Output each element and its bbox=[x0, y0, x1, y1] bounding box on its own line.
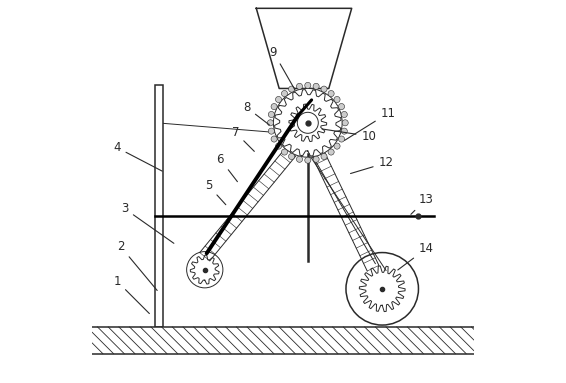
Circle shape bbox=[328, 149, 334, 155]
Circle shape bbox=[334, 97, 340, 103]
Circle shape bbox=[281, 90, 288, 97]
Bar bbox=[138, 327, 165, 348]
Text: 4: 4 bbox=[113, 141, 162, 171]
Text: 5: 5 bbox=[205, 179, 226, 205]
Circle shape bbox=[313, 156, 319, 162]
Circle shape bbox=[313, 83, 319, 89]
Circle shape bbox=[268, 111, 275, 118]
Circle shape bbox=[342, 120, 348, 126]
Circle shape bbox=[338, 103, 345, 110]
Text: 7: 7 bbox=[231, 126, 254, 151]
Text: 8: 8 bbox=[243, 101, 269, 125]
Circle shape bbox=[271, 103, 277, 110]
Circle shape bbox=[187, 252, 223, 288]
Circle shape bbox=[268, 128, 275, 134]
Text: 2: 2 bbox=[117, 241, 157, 290]
Text: 1: 1 bbox=[113, 275, 149, 314]
Circle shape bbox=[328, 90, 334, 97]
Text: 12: 12 bbox=[350, 156, 393, 173]
Circle shape bbox=[338, 136, 345, 142]
Circle shape bbox=[321, 154, 327, 160]
Circle shape bbox=[281, 149, 288, 155]
Bar bbox=[155, 85, 163, 327]
Text: 13: 13 bbox=[411, 193, 434, 214]
Text: 6: 6 bbox=[216, 152, 237, 182]
Circle shape bbox=[321, 86, 327, 92]
Circle shape bbox=[273, 88, 342, 157]
Circle shape bbox=[346, 252, 418, 325]
Text: 11: 11 bbox=[345, 107, 396, 141]
Polygon shape bbox=[256, 8, 351, 88]
Text: 14: 14 bbox=[398, 242, 434, 270]
Circle shape bbox=[289, 154, 295, 160]
Circle shape bbox=[305, 157, 311, 163]
Circle shape bbox=[276, 143, 282, 149]
Bar bbox=[92, 327, 474, 354]
Circle shape bbox=[334, 143, 340, 149]
Circle shape bbox=[297, 112, 318, 133]
Circle shape bbox=[267, 120, 273, 126]
Circle shape bbox=[271, 136, 277, 142]
Circle shape bbox=[341, 128, 348, 134]
Circle shape bbox=[276, 97, 282, 103]
Circle shape bbox=[297, 83, 303, 89]
Text: 9: 9 bbox=[270, 46, 295, 90]
Circle shape bbox=[289, 86, 295, 92]
Text: 10: 10 bbox=[322, 129, 376, 142]
Circle shape bbox=[341, 111, 348, 118]
Circle shape bbox=[305, 82, 311, 88]
Circle shape bbox=[297, 156, 303, 162]
Text: 3: 3 bbox=[121, 202, 174, 243]
